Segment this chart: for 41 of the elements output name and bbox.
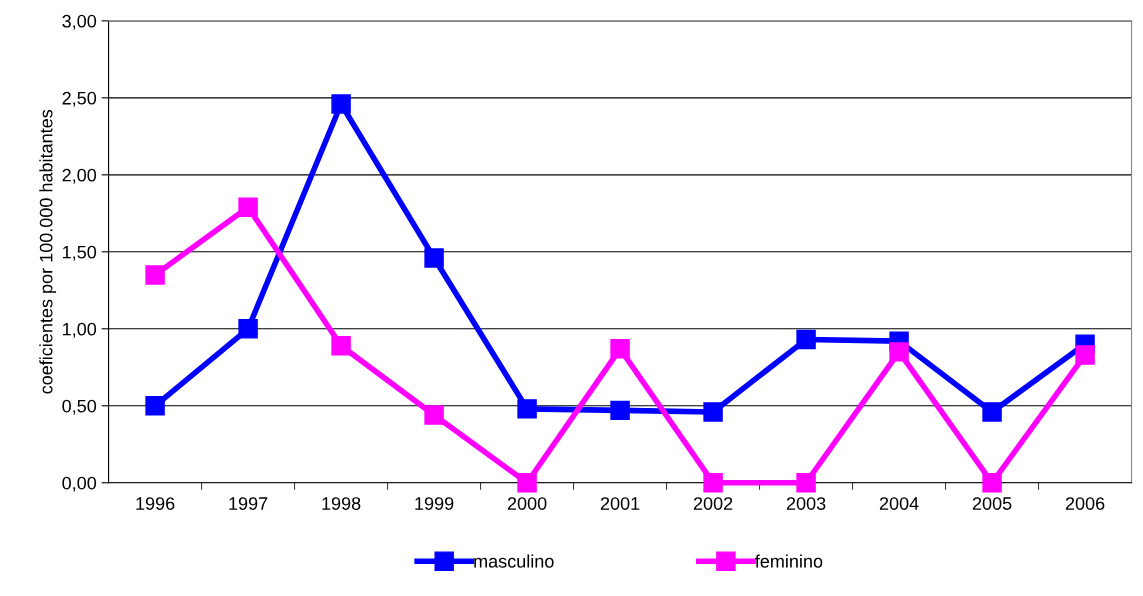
point: [145, 265, 165, 285]
point: [982, 473, 1002, 493]
point: [982, 402, 1002, 422]
x-tick-label: 1998: [322, 497, 361, 510]
point: [1075, 345, 1095, 365]
point: [703, 402, 723, 422]
x-tick-label: 2006: [1065, 497, 1105, 510]
x-tick-label: 2002: [693, 497, 733, 510]
x-tick-label: 2003: [786, 497, 826, 510]
point: [424, 405, 444, 425]
y-tick-label: 1,50: [63, 245, 97, 261]
x-tick-label: 2001: [600, 497, 640, 510]
x-tick-label: 1997: [229, 497, 268, 510]
point: [238, 319, 258, 339]
point: [703, 473, 723, 493]
legend-label: feminino: [755, 554, 823, 568]
point: [517, 473, 537, 493]
y-axis-title: coeficientes por 100.000 habitantes: [39, 109, 57, 394]
point: [331, 94, 351, 114]
y-tick-label: 0,00: [62, 476, 97, 492]
y-tick-label: 3,00: [62, 14, 97, 30]
x-tick-label: 1999: [415, 497, 454, 510]
x-tick-label: 2005: [972, 497, 1012, 510]
y-tick-label: 2,50: [62, 91, 97, 107]
point: [610, 339, 630, 359]
point: [610, 400, 630, 421]
legend-label: masculino: [474, 554, 554, 568]
x-tick-label: 2004: [879, 497, 919, 510]
point: [796, 473, 816, 493]
point: [331, 336, 351, 356]
x-tick-label: 1996: [136, 497, 175, 510]
y-tick-label: 0,50: [62, 399, 97, 415]
x-tick-label: 2000: [507, 497, 547, 510]
point: [889, 342, 909, 362]
y-tick-label: 1,00: [63, 322, 97, 338]
point: [145, 396, 165, 416]
point: [424, 248, 444, 268]
y-tick-label: 2,00: [62, 168, 97, 184]
point: [238, 197, 258, 217]
point: [517, 399, 537, 419]
point: [796, 329, 816, 350]
